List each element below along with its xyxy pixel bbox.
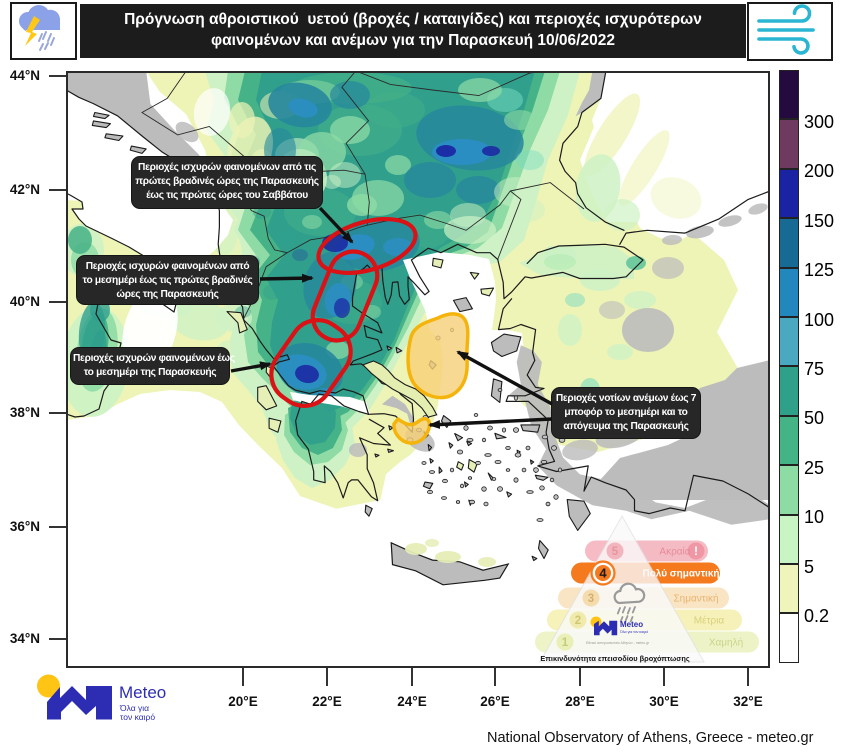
- svg-text:Meteo: Meteo: [620, 620, 643, 629]
- svg-text:!: !: [694, 544, 698, 558]
- svg-text:2: 2: [575, 615, 581, 627]
- svg-text:Πολύ σημαντική: Πολύ σημαντική: [642, 569, 719, 580]
- svg-text:Εθνικό αστεροσκοπείο Αθηνών -: Εθνικό αστεροσκοπείο Αθηνών - meteo.gr: [586, 641, 650, 645]
- svg-text:Meteo: Meteo: [119, 683, 166, 702]
- svg-text:τον καιρό: τον καιρό: [120, 712, 155, 722]
- svg-text:Επικινδυνότητα επεισοδίου βροχ: Επικινδυνότητα επεισοδίου βροχόπτωσης: [540, 654, 690, 663]
- svg-text:Ακραία: Ακραία: [659, 546, 690, 558]
- svg-text:Σημαντική: Σημαντική: [673, 593, 718, 605]
- svg-text:1: 1: [562, 637, 569, 649]
- svg-text:Όλα για: Όλα για: [119, 703, 149, 713]
- svg-text:Μέτρια: Μέτρια: [694, 615, 725, 627]
- svg-text:Χαμηλή: Χαμηλή: [709, 637, 743, 649]
- svg-text:5: 5: [612, 546, 619, 558]
- svg-text:3: 3: [588, 593, 594, 605]
- svg-text:4: 4: [599, 566, 607, 581]
- svg-text:Όλα για τον καιρό: Όλα για τον καιρό: [619, 630, 648, 634]
